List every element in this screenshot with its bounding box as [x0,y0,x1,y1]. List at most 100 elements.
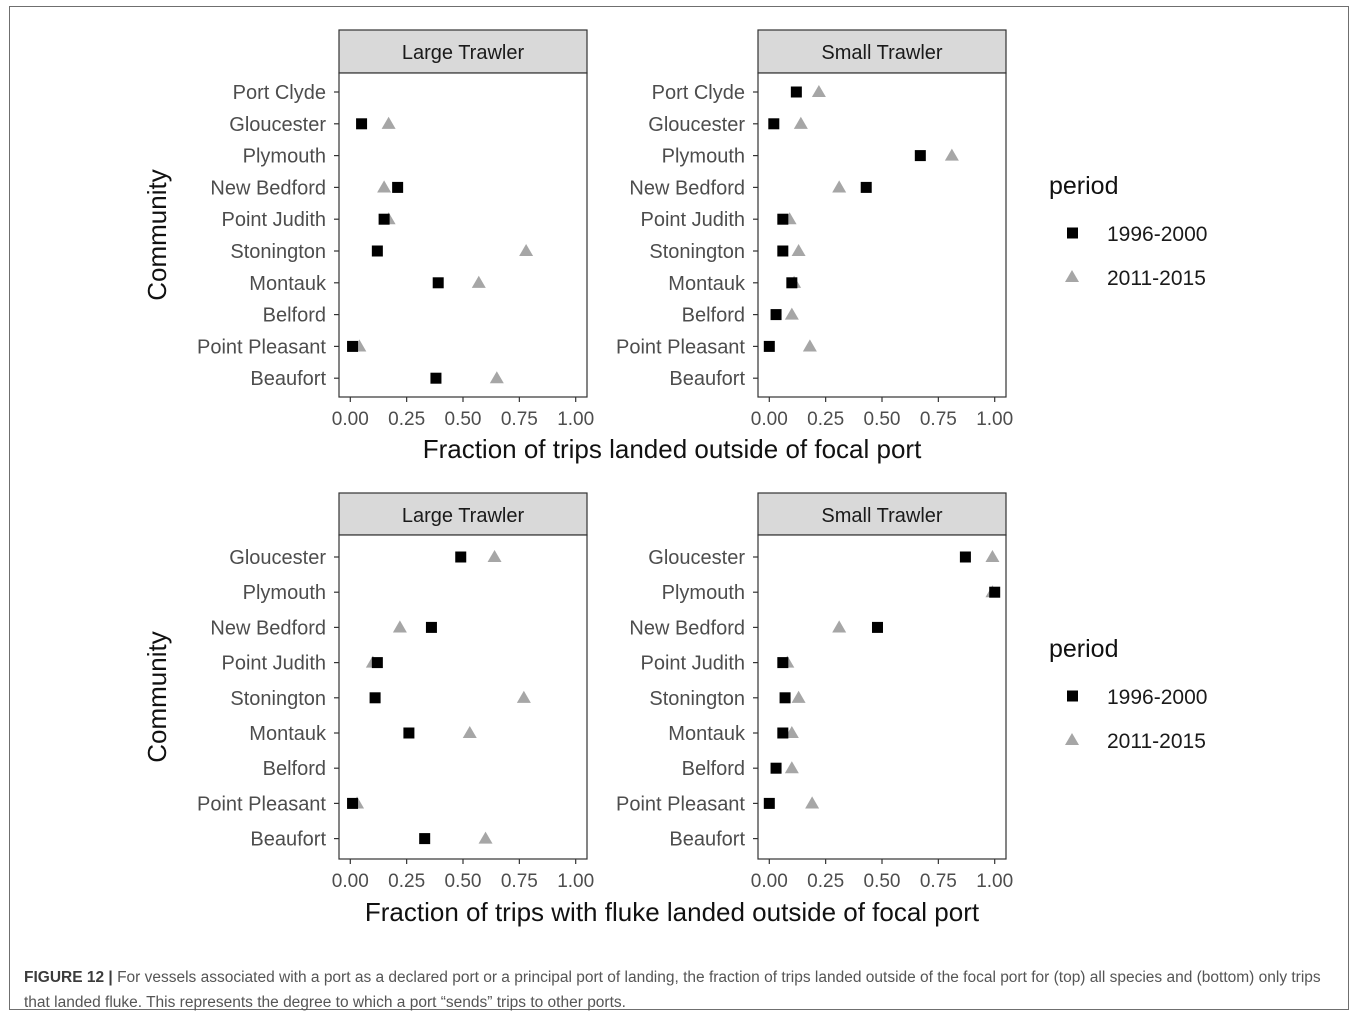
y-tick-label: Belford [682,305,745,327]
legend-key-1996-2000 [1067,227,1078,239]
y-tick-label: New Bedford [210,617,326,639]
point-1996-2000 [763,340,775,352]
point-2011-2015 [478,831,493,844]
y-tick-label: Point Pleasant [616,793,745,815]
x-tick-label: 0.00 [332,871,369,892]
x-tick-label: 0.00 [751,871,788,892]
y-tick-label: Point Judith [221,209,326,231]
point-1996-2000 [770,762,782,774]
point-1996-2000 [763,797,775,809]
y-tick-label: Stonington [649,241,745,263]
y-tick-label: Stonington [649,688,745,710]
facet-strip-label: Small Trawler [821,505,942,527]
legend-key-2011-2015 [1065,733,1079,745]
panel-border [338,72,588,398]
point-2011-2015 [832,180,847,193]
point-1996-2000 [779,692,791,704]
point-1996-2000 [369,692,381,704]
y-tick-label: Stonington [230,241,326,263]
y-tick-label: Plymouth [243,582,326,604]
facet-panel: Large Trawler Port Clyde Gloucester Plymout… [197,29,594,430]
legend-label-2011-2015: 2011-2015 [1107,267,1206,290]
point-2011-2015 [392,620,407,633]
point-1996-2000 [430,372,442,384]
point-1996-2000 [371,245,383,257]
x-tick-label: 1.00 [557,871,594,892]
caption-label: FIGURE 12 | [24,969,113,986]
x-tick-label: 1.00 [976,871,1013,892]
x-tick-label: 1.00 [976,409,1013,430]
point-2011-2015 [805,796,820,809]
point-1996-2000 [914,150,926,162]
y-tick-label: Beaufort [250,368,326,390]
point-2011-2015 [487,550,502,563]
point-2011-2015 [377,180,392,193]
y-tick-label: Point Judith [640,209,745,231]
legend-label-1996-2000: 1996-2000 [1107,223,1207,246]
point-2011-2015 [784,307,799,320]
facet-strip-label: Large Trawler [402,505,525,527]
panel-border [757,72,1007,398]
x-tick-label: 1.00 [557,409,594,430]
chart-row-all-species: Large Trawler Port Clyde Gloucester Plymout… [142,29,1207,464]
point-2011-2015 [793,116,808,129]
point-1996-2000 [419,833,431,845]
legend-title: period [1049,635,1119,663]
point-2011-2015 [832,620,847,633]
x-tick-label: 0.25 [388,409,425,430]
y-tick-label: Belford [263,758,326,780]
x-tick-label: 0.75 [501,871,538,892]
point-1996-2000 [871,621,883,633]
point-2011-2015 [791,244,806,257]
y-tick-label: Port Clyde [233,82,326,104]
facet-strip [757,29,1007,74]
point-1996-2000 [786,277,798,289]
point-1996-2000 [790,86,802,98]
point-1996-2000 [432,277,444,289]
x-tick-label: 0.75 [920,409,957,430]
y-tick-label: New Bedford [629,617,745,639]
x-tick-label: 0.50 [864,409,901,430]
y-tick-label: Gloucester [229,547,326,569]
y-axis-title: Community [142,631,172,762]
legend-label-2011-2015: 2011-2015 [1107,730,1206,753]
point-1996-2000 [371,657,383,669]
point-1996-2000 [777,657,789,669]
point-1996-2000 [403,727,415,739]
point-1996-2000 [378,213,390,225]
point-1996-2000 [347,340,359,352]
figure-frame [9,6,1349,1010]
y-tick-label: Gloucester [648,114,745,136]
chart-row-fluke: Large Trawler Gloucester Plymouth New Bedfo… [142,492,1207,927]
y-tick-label: Point Judith [221,653,326,675]
y-tick-label: Point Judith [640,653,745,675]
y-tick-label: Gloucester [648,547,745,569]
point-1996-2000 [455,551,467,563]
y-tick-label: Gloucester [229,114,326,136]
y-tick-label: Montauk [668,723,746,745]
point-1996-2000 [392,181,404,193]
y-tick-label: New Bedford [629,177,745,199]
point-1996-2000 [768,118,780,130]
y-tick-label: Stonington [230,688,326,710]
point-2011-2015 [471,275,486,288]
x-tick-label: 0.25 [807,871,844,892]
y-tick-label: Beaufort [250,829,326,851]
point-1996-2000 [989,586,1001,598]
legend-title: period [1049,172,1119,200]
point-1996-2000 [770,309,782,321]
x-tick-label: 0.50 [445,409,482,430]
point-2011-2015 [791,690,806,703]
point-2011-2015 [784,761,799,774]
y-tick-label: Point Pleasant [616,336,745,358]
figure-caption: FIGURE 12 | For vessels associated with … [24,965,1324,1015]
y-tick-label: Plymouth [662,146,745,168]
y-tick-label: Point Pleasant [197,793,326,815]
legend: period 1996-2000 2011-2015 [1049,635,1207,753]
x-axis-title: Fraction of trips landed outside of foca… [423,434,922,464]
legend: period 1996-2000 2011-2015 [1049,172,1207,290]
point-2011-2015 [519,244,534,257]
point-2011-2015 [516,690,531,703]
point-1996-2000 [860,181,872,193]
